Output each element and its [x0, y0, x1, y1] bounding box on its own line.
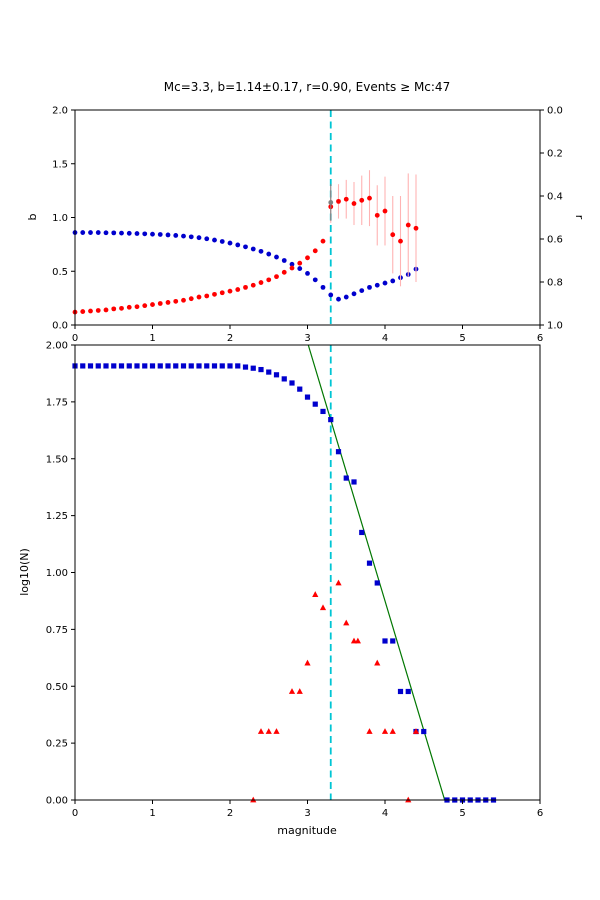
svg-text:3: 3 — [304, 333, 310, 344]
b-at-mc — [328, 184, 334, 221]
svg-text:0.8: 0.8 — [547, 278, 563, 289]
plot-frame — [74, 109, 541, 326]
svg-text:4: 4 — [382, 333, 388, 344]
svg-text:0.2: 0.2 — [547, 149, 563, 160]
svg-text:0: 0 — [72, 333, 78, 344]
svg-text:6: 6 — [537, 333, 543, 344]
top-right-axis-label: r — [573, 215, 586, 220]
x-axis-label: magnitude — [277, 824, 337, 837]
r-values — [72, 230, 419, 302]
svg-text:0.6: 0.6 — [547, 235, 563, 246]
svg-text:1.0: 1.0 — [547, 321, 563, 332]
svg-text:2.00: 2.00 — [46, 341, 68, 352]
svg-text:1.0: 1.0 — [52, 213, 68, 224]
plot-frame — [74, 344, 541, 801]
svg-text:3: 3 — [304, 808, 310, 819]
svg-text:0.5: 0.5 — [52, 267, 68, 278]
bottom-y-axis-label: log10(N) — [18, 548, 31, 596]
svg-text:1: 1 — [149, 333, 155, 344]
b-values — [72, 170, 419, 315]
tick-labels: 0 1 2 3 4 5 6 0.00 0.25 0.50 0.75 1.00 1.25 1.50 1.75 2… — [46, 341, 543, 820]
frequency-magnitude-distribution: 0 1 2 3 4 5 6 0.00 0.25 0.50 0.75 1.00 1.25 1.50 1.75 2… — [46, 341, 543, 820]
svg-text:2.0: 2.0 — [52, 106, 68, 117]
b-r-vs-magnitude: 0 1 2 3 4 5 6 0.0 0.5 1.0 1.5 2.0 0.0 0.2 0.4 0.6 0.8 1.0 — [52, 106, 563, 345]
incremental-counts — [250, 579, 420, 803]
svg-text:0.75: 0.75 — [46, 625, 68, 636]
svg-text:1.5: 1.5 — [52, 159, 68, 170]
svg-text:4: 4 — [382, 808, 388, 819]
svg-text:6: 6 — [537, 808, 543, 819]
svg-text:0.0: 0.0 — [547, 106, 563, 117]
svg-text:0.00: 0.00 — [46, 796, 68, 807]
svg-text:0.50: 0.50 — [46, 682, 68, 693]
svg-text:0.25: 0.25 — [46, 739, 68, 750]
cumulative-counts — [72, 363, 497, 803]
plots-layer: 0 1 2 3 4 5 6 0.0 0.5 1.0 1.5 2.0 0.0 0.2 0.4 0.6 0.8 1.0… — [46, 106, 563, 820]
svg-text:1: 1 — [149, 808, 155, 819]
svg-text:2: 2 — [227, 333, 233, 344]
svg-text:0.0: 0.0 — [52, 321, 68, 332]
tick-labels: 0 1 2 3 4 5 6 0.0 0.5 1.0 1.5 2.0 0.0 0.2 0.4 0.6 0.8 1.0 — [52, 106, 563, 345]
svg-text:0: 0 — [72, 808, 78, 819]
svg-text:2: 2 — [227, 808, 233, 819]
svg-text:1.50: 1.50 — [46, 454, 68, 465]
chart-title: Mc=3.3, b=1.14±0.17, r=0.90, Events ≥ Mc… — [164, 80, 450, 94]
svg-text:1.00: 1.00 — [46, 568, 68, 579]
svg-text:0.4: 0.4 — [547, 192, 563, 203]
svg-text:5: 5 — [459, 333, 465, 344]
top-left-axis-label: b — [26, 213, 39, 220]
svg-text:1.25: 1.25 — [46, 511, 68, 522]
svg-text:1.75: 1.75 — [46, 397, 68, 408]
svg-text:5: 5 — [459, 808, 465, 819]
